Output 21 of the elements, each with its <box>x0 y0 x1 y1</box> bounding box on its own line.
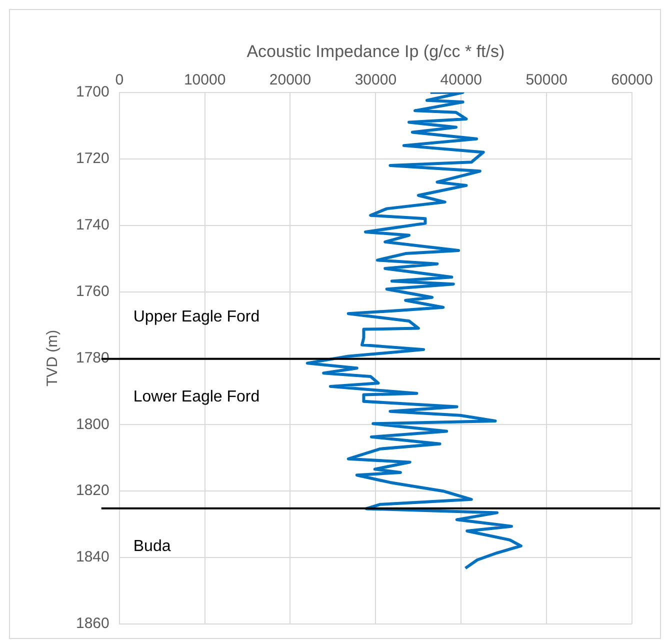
x-tick-label: 30000 <box>354 72 397 89</box>
x-tick-label: 50000 <box>526 72 568 89</box>
x-axis-title: Acoustic Impedance Ip (g/cc * ft/s) <box>246 42 505 61</box>
y-tick-label: 1860 <box>76 615 110 632</box>
y-tick-label: 1840 <box>76 548 110 566</box>
x-tick-label: 0 <box>115 72 124 89</box>
y-tick-label: 1720 <box>76 150 110 167</box>
y-tick-label: 1800 <box>76 416 110 433</box>
y-axis-title: TVD (m) <box>44 330 62 387</box>
annotation: Buda <box>133 538 171 555</box>
y-tick-label: 1780 <box>76 349 110 366</box>
y-tick-label: 1700 <box>76 84 110 101</box>
annotation: Lower Eagle Ford <box>133 388 260 406</box>
x-tick-label: 60000 <box>611 72 653 89</box>
x-tick-label: 40000 <box>440 72 482 89</box>
y-tick-label: 1740 <box>76 216 110 234</box>
x-tick-label: 10000 <box>184 72 226 89</box>
x-tick-label: 20000 <box>269 72 312 89</box>
y-tick-label: 1760 <box>76 282 110 300</box>
annotation: Upper Eagle Ford <box>133 308 260 326</box>
y-tick-label: 1820 <box>76 482 110 500</box>
